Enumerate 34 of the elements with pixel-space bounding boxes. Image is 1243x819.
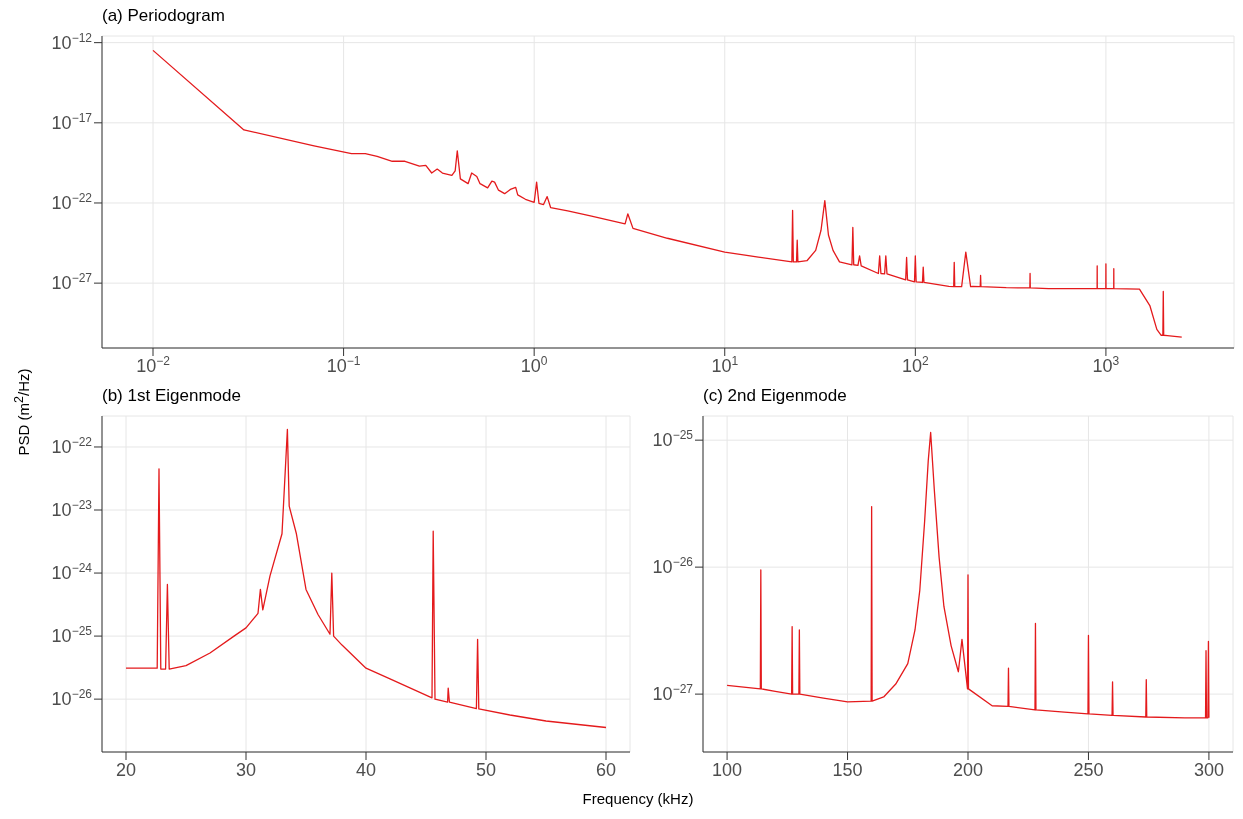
x-tick-label: 10$^{0}$	[520, 354, 548, 376]
x-tick-label: 10$^{−2}$	[136, 354, 171, 376]
x-tick-label: 10$^{2}$	[901, 354, 929, 376]
x-tick-label: 30	[235, 760, 257, 780]
line-series	[125, 428, 607, 729]
y-tick-label: 10$^{−24}$	[51, 561, 93, 584]
y-tick-label: 10$^{−27}$	[51, 271, 93, 294]
y-tick-label: 10$^{−26}$	[652, 555, 694, 578]
y-tick-label: 10$^{−22}$	[51, 190, 93, 213]
x-tick-label: 150	[832, 760, 863, 780]
y-tick-label: 10$^{−25}$	[652, 428, 694, 451]
chart-title: (c) 2nd Eigenmode	[703, 386, 847, 406]
x-tick-label: 200	[952, 760, 984, 780]
chart-title: (a) Periodogram	[102, 6, 225, 26]
y-tick-label: 10$^{−17}$	[51, 110, 93, 133]
y-tick-label: 10$^{−12}$	[51, 30, 93, 53]
x-tick-label: 20	[115, 760, 137, 780]
x-tick-label: 10$^{−1}$	[326, 354, 361, 376]
x-axis-title: Frequency (kHz)	[581, 790, 695, 807]
x-tick-label: 250	[1073, 760, 1104, 780]
y-tick-label: 10$^{−22}$	[51, 434, 93, 457]
x-tick-label: 100	[712, 760, 743, 780]
y-tick-label: 10$^{−25}$	[51, 624, 93, 647]
x-tick-label: 50	[475, 760, 497, 780]
x-tick-label: 60	[595, 760, 617, 780]
line-series	[726, 431, 1210, 719]
x-tick-label: 10$^{3}$	[1092, 354, 1120, 376]
chart-title: (b) 1st Eigenmode	[102, 386, 241, 406]
y-tick-label: 10$^{−23}$	[51, 498, 93, 521]
y-tick-label: 10$^{−26}$	[51, 687, 93, 710]
x-tick-label: 10$^{1}$	[711, 354, 739, 376]
x-tick-label: 40	[355, 760, 377, 780]
y-tick-label: 10$^{−27}$	[652, 682, 694, 705]
x-tick-label: 300	[1193, 760, 1224, 780]
